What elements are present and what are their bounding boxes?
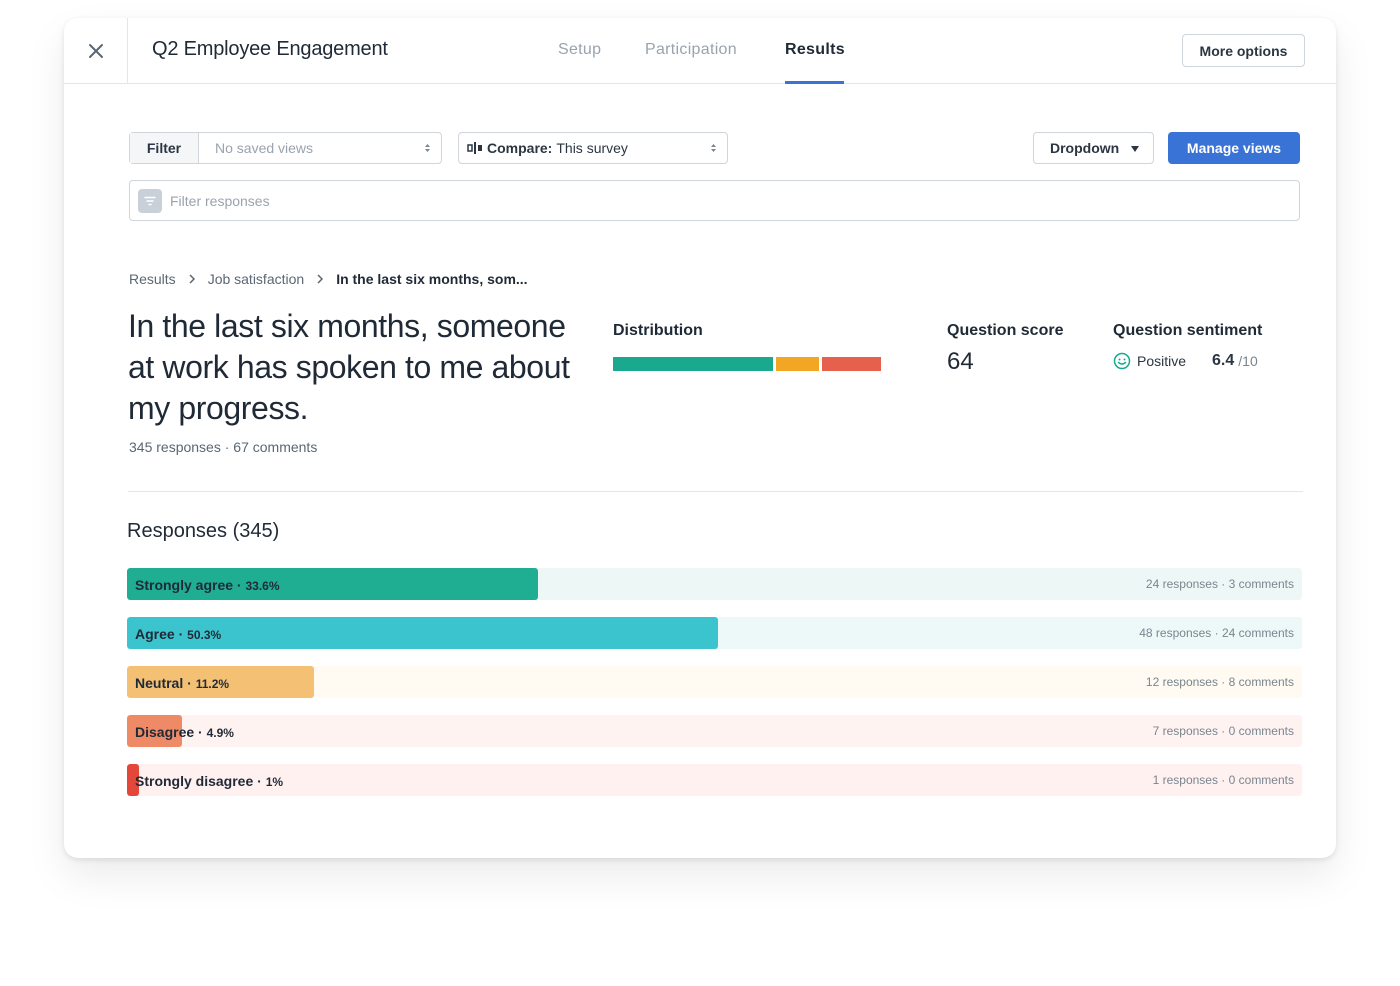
active-tab-indicator — [785, 81, 844, 84]
response-label: Disagree · 4.9% — [135, 724, 234, 740]
response-row[interactable]: Disagree · 4.9% 7 responses · 0 comments — [127, 715, 1302, 747]
tab-participation[interactable]: Participation — [645, 41, 737, 58]
distribution-segment — [776, 357, 820, 371]
compare-label: Compare: — [487, 140, 553, 156]
distribution-segment — [613, 357, 774, 371]
distribution-segment — [822, 357, 882, 371]
response-row[interactable]: Strongly disagree · 1% 1 responses · 0 co… — [127, 764, 1302, 796]
response-separator: · — [183, 675, 196, 691]
dropdown-label: Dropdown — [1050, 140, 1120, 156]
response-percent: 4.9% — [206, 726, 234, 740]
tab-results[interactable]: Results — [785, 41, 845, 58]
question-score-value: 64 — [947, 348, 974, 375]
select-arrows-icon — [711, 144, 716, 152]
response-separator: · — [194, 724, 207, 740]
tab-setup[interactable]: Setup — [558, 41, 602, 58]
chevron-right-icon — [189, 274, 195, 284]
filter-responses-field — [129, 180, 1300, 221]
breadcrumb-job-satisfaction[interactable]: Job satisfaction — [207, 271, 305, 287]
response-bar-fill — [127, 715, 182, 747]
page-title: Q2 Employee Engagement — [152, 38, 388, 60]
section-divider — [128, 491, 1303, 492]
breadcrumb: Results Job satisfaction In the last six… — [129, 271, 528, 287]
question-meta: 345 responses · 67 comments — [129, 439, 318, 455]
dropdown-button[interactable]: Dropdown — [1033, 132, 1154, 164]
question-score-label: Question score — [947, 322, 1064, 339]
response-row[interactable]: Strongly agree · 33.6% 24 responses · 3 c… — [127, 568, 1302, 600]
response-bar-fill — [127, 666, 314, 698]
compare-icon — [467, 142, 482, 154]
responses-heading: Responses (345) — [127, 520, 280, 542]
sentiment-text: Positive — [1137, 353, 1187, 369]
response-counts: 7 responses · 0 comments — [1152, 724, 1294, 738]
filter-responses-input[interactable] — [170, 192, 1270, 209]
distribution-bar — [613, 357, 882, 371]
response-option: Agree — [135, 626, 175, 642]
more-options-button[interactable]: More options — [1182, 34, 1305, 67]
response-counts: 24 responses · 3 comments — [1145, 577, 1294, 591]
survey-results-window: Q2 Employee Engagement Setup Participati… — [64, 18, 1336, 858]
response-option: Strongly agree — [135, 577, 234, 593]
response-counts: 12 responses · 8 comments — [1145, 675, 1294, 689]
saved-views-select[interactable]: No saved views — [199, 133, 441, 163]
response-label: Agree · 50.3% — [135, 626, 221, 642]
response-counts: 1 responses · 0 comments — [1152, 773, 1294, 787]
chevron-right-icon — [317, 274, 324, 284]
breadcrumb-current-question: In the last six months, som... — [336, 271, 528, 287]
response-separator: · — [233, 577, 246, 593]
response-label: Strongly disagree · 1% — [135, 773, 283, 789]
question-sentiment-label: Question sentiment — [1113, 322, 1263, 339]
response-percent: 50.3% — [187, 628, 222, 642]
response-option: Strongly disagree — [135, 773, 254, 789]
response-label: Neutral · 11.2% — [135, 675, 229, 691]
response-percent: 1% — [265, 775, 284, 789]
close-button[interactable] — [64, 18, 128, 83]
sentiment-score: 6.4 — [1212, 352, 1235, 369]
response-counts: 48 responses · 24 comments — [1139, 626, 1294, 640]
breadcrumb-results[interactable]: Results — [129, 271, 176, 287]
sentiment-scale: /10 — [1238, 353, 1258, 369]
close-icon — [88, 43, 103, 58]
response-option: Neutral — [135, 675, 184, 691]
select-arrows-icon — [425, 144, 430, 152]
response-separator: · — [253, 773, 266, 789]
response-bar-fill — [127, 568, 538, 600]
response-option: Disagree — [135, 724, 195, 740]
top-bar: Q2 Employee Engagement Setup Participati… — [64, 18, 1336, 84]
distribution-label: Distribution — [613, 322, 703, 339]
saved-views-value: No saved views — [215, 140, 314, 156]
response-label: Strongly agree · 33.6% — [135, 577, 280, 593]
smile-icon — [1113, 352, 1131, 370]
response-separator: · — [174, 626, 188, 642]
filter-icon — [138, 188, 162, 213]
question-title: In the last six months, someone at work … — [128, 308, 570, 426]
response-bar-fill — [127, 764, 139, 796]
response-row[interactable]: Agree · 50.3% 48 responses · 24 comments — [127, 617, 1302, 649]
compare-select[interactable]: Compare: This survey — [458, 132, 728, 164]
response-percent: 11.2% — [195, 677, 230, 691]
response-row[interactable]: Neutral · 11.2% 12 responses · 8 comments — [127, 666, 1302, 698]
filter-button[interactable]: Filter — [130, 133, 199, 163]
response-bar-fill — [127, 617, 718, 649]
sentiment-row: Positive 6.4 /10 — [1113, 352, 1258, 370]
manage-views-button[interactable]: Manage views — [1168, 132, 1300, 164]
filter-group: Filter No saved views — [129, 132, 442, 164]
caret-down-icon — [1131, 146, 1139, 152]
compare-value: This survey — [556, 140, 628, 156]
response-percent: 33.6% — [245, 579, 280, 593]
